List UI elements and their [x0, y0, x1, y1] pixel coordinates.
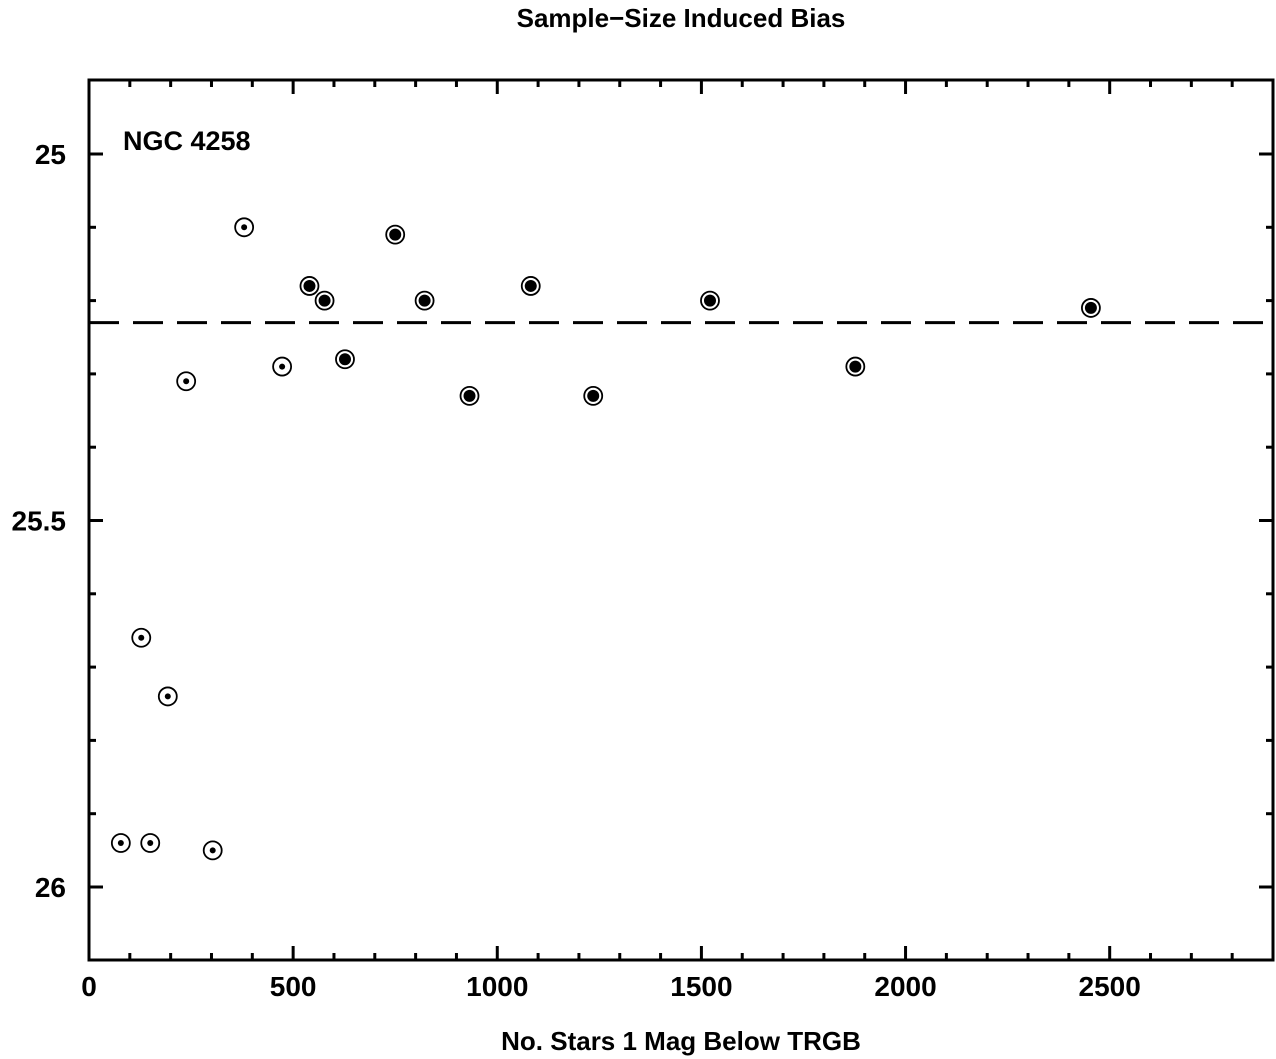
- point-center: [338, 353, 351, 366]
- point-center: [463, 389, 476, 402]
- data-point-large-dot: [700, 290, 720, 311]
- point-center: [389, 228, 402, 241]
- data-point-small-dot: [272, 356, 293, 377]
- point-center: [849, 360, 862, 373]
- x-tick-label: 2500: [1079, 971, 1141, 1002]
- x-tick-label: 1500: [670, 971, 732, 1002]
- y-tick-label: 26: [35, 872, 66, 903]
- data-point-small-dot: [140, 833, 161, 853]
- data-point-large-dot: [299, 276, 320, 296]
- point-center: [524, 279, 537, 292]
- point-center: [703, 294, 716, 307]
- point-center: [147, 840, 154, 847]
- point-center: [164, 693, 171, 700]
- data-point-small-dot: [110, 833, 131, 853]
- point-center: [303, 279, 316, 292]
- data-point-large-dot: [845, 356, 866, 377]
- point-center: [209, 847, 216, 854]
- point-center: [138, 634, 145, 641]
- point-center: [318, 294, 331, 307]
- data-point-small-dot: [202, 840, 223, 861]
- data-point-large-dot: [1081, 298, 1101, 318]
- data-point-small-dot: [176, 371, 197, 392]
- point-center: [1084, 301, 1097, 314]
- y-tick-label: 25: [35, 139, 66, 170]
- point-center: [241, 224, 248, 231]
- x-axis-label: No. Stars 1 Mag Below TRGB: [501, 1026, 861, 1056]
- data-point-large-dot: [520, 276, 541, 296]
- data-point-small-dot: [157, 686, 178, 707]
- data-point-large-dot: [314, 290, 335, 311]
- y-tick-label: 25.5: [12, 506, 67, 537]
- data-point-large-dot: [459, 385, 480, 406]
- x-tick-label: 0: [81, 971, 97, 1002]
- point-center: [587, 389, 600, 402]
- data-points: [110, 217, 1101, 861]
- point-center: [117, 840, 124, 847]
- data-point-small-dot: [234, 217, 255, 238]
- x-tick-label: 1000: [466, 971, 528, 1002]
- x-tick-label: 2000: [874, 971, 936, 1002]
- point-center: [183, 378, 190, 385]
- axis-ticks: 0 500 1000 1500 2000 2500 25 25.5 26: [12, 80, 1275, 1002]
- x-tick-label: 500: [270, 971, 317, 1002]
- data-point-large-dot: [583, 385, 604, 406]
- data-point-small-dot: [131, 627, 152, 648]
- chart-title: Sample−Size Induced Bias: [517, 3, 846, 33]
- plot-frame: [87, 78, 1275, 962]
- data-point-large-dot: [385, 224, 406, 245]
- data-point-large-dot: [335, 349, 355, 370]
- point-center: [279, 363, 286, 370]
- data-point-large-dot: [414, 290, 435, 311]
- point-center: [418, 294, 431, 307]
- galaxy-annotation: NGC 4258: [123, 126, 251, 156]
